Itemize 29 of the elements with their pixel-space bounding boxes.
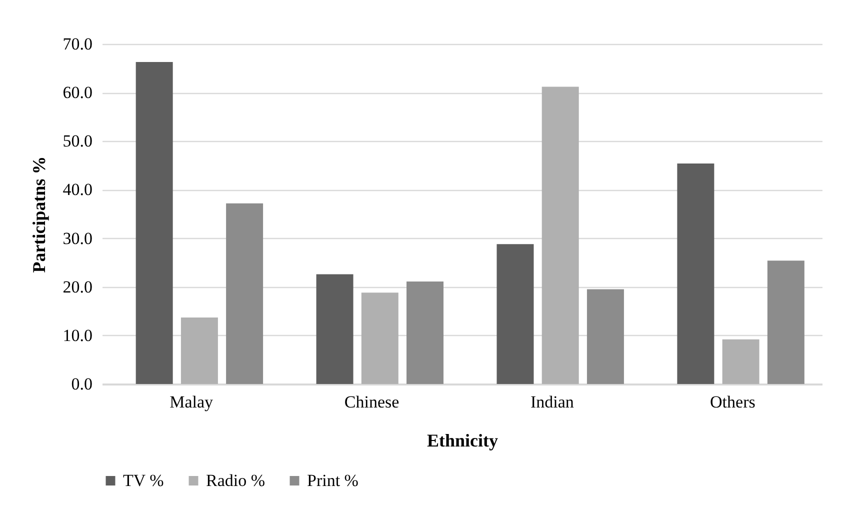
bar [586, 289, 624, 384]
bar [542, 86, 579, 384]
y-axis-title: Participatns % [28, 156, 49, 273]
y-tick-label: 60.0 [62, 83, 92, 102]
bar [677, 163, 714, 384]
bar [226, 203, 264, 384]
x-tick-label: Malay [170, 392, 214, 412]
legend-label: TV % [123, 470, 164, 490]
legend-label: Radio % [206, 470, 266, 490]
bar [722, 339, 760, 384]
bar [361, 292, 398, 384]
y-tick-label: 70.0 [62, 34, 92, 54]
bar [180, 317, 218, 384]
y-tick-label: 40.0 [62, 180, 92, 200]
bar [316, 274, 354, 384]
bar [767, 260, 804, 384]
x-tick-label: Indian [530, 392, 574, 412]
legend-label: Print % [307, 470, 358, 490]
x-axis-title: Ethnicity [426, 430, 498, 450]
bar [406, 282, 444, 384]
bar [496, 244, 534, 384]
y-tick-label: 50.0 [62, 132, 92, 151]
y-tick-label: 30.0 [62, 228, 92, 248]
y-tick-label: 10.0 [62, 326, 92, 345]
bar [136, 62, 173, 384]
y-tick-label: 0.0 [71, 374, 92, 394]
x-tick-label: Others [710, 392, 756, 412]
x-tick-label: Chinese [344, 392, 400, 412]
y-tick-label: 20.0 [62, 277, 92, 296]
